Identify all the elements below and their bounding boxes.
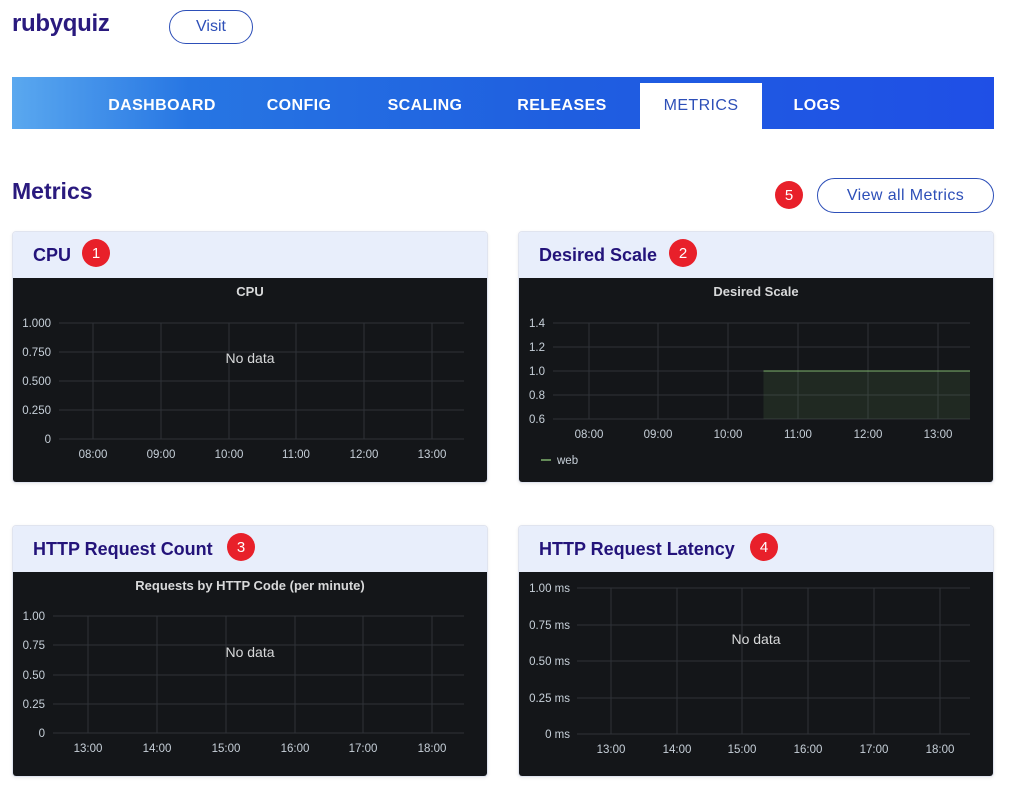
x-tick-label: 10:00: [215, 449, 244, 461]
y-tick-label: 0: [39, 728, 45, 740]
y-tick-label: 0.500: [22, 376, 51, 388]
y-tick-label: 0.8: [529, 390, 545, 402]
y-tick-label: 1.0: [529, 366, 545, 378]
cpu-gridlines: [59, 322, 464, 440]
chart-title: Requests by HTTP Code (per minute): [135, 578, 364, 593]
tab-logs[interactable]: LOGS: [793, 97, 841, 114]
y-tick-label: 1.000: [22, 318, 51, 330]
cpu-card: CPU CPU 1.000 0.750 0.500 0.250 0: [12, 231, 488, 483]
request-count-chart: Requests by HTTP Code (per minute) 1.00 …: [23, 578, 464, 755]
y-tick-label: 0.50: [23, 670, 45, 682]
card-title: HTTP Request Count: [33, 539, 213, 559]
series-area-web: [763, 371, 970, 419]
y-tick-label: 0.50 ms: [529, 656, 570, 668]
legend-label-web[interactable]: web: [556, 455, 578, 467]
y-tick-label: 0.250: [22, 405, 51, 417]
tab-metrics[interactable]: METRICS: [640, 83, 762, 129]
x-tick-label: 14:00: [143, 743, 172, 755]
card-title: CPU: [33, 245, 72, 265]
page-title: Metrics: [12, 178, 93, 204]
tab-scaling[interactable]: SCALING: [387, 97, 463, 114]
latency-chart-panel: 1.00 ms 0.75 ms 0.50 ms 0.25 ms 0 ms 13:…: [519, 572, 993, 776]
http-request-latency-card: HTTP Request Latency 1.00 ms 0.75 ms 0.5…: [518, 525, 994, 777]
x-tick-label: 09:00: [644, 429, 673, 441]
x-tick-label: 13:00: [418, 449, 447, 461]
chart-title: Desired Scale: [713, 284, 798, 299]
x-tick-label: 14:00: [663, 744, 692, 756]
y-tick-label: 0.75 ms: [529, 620, 570, 632]
badge-desired-scale: 2: [669, 239, 697, 267]
y-tick-label: 0.6: [529, 414, 545, 426]
visit-button[interactable]: Visit: [169, 10, 253, 44]
x-tick-label: 15:00: [728, 744, 757, 756]
latency-chart: 1.00 ms 0.75 ms 0.50 ms 0.25 ms 0 ms 13:…: [529, 583, 970, 756]
x-tick-label: 16:00: [281, 743, 310, 755]
x-tick-label: 10:00: [714, 429, 743, 441]
app-nav: DASHBOARD CONFIG SCALING RELEASES METRIC…: [12, 77, 994, 129]
y-tick-label: 0.750: [22, 347, 51, 359]
x-tick-label: 17:00: [349, 743, 378, 755]
x-tick-label: 16:00: [794, 744, 823, 756]
y-tick-label: 0.25: [23, 699, 45, 711]
tab-dashboard[interactable]: DASHBOARD: [108, 97, 216, 114]
x-tick-label: 12:00: [854, 429, 883, 441]
x-tick-label: 13:00: [597, 744, 626, 756]
x-tick-label: 17:00: [860, 744, 889, 756]
request-count-chart-panel: Requests by HTTP Code (per minute) 1.00 …: [13, 572, 487, 776]
x-tick-label: 15:00: [212, 743, 241, 755]
app-title: rubyquiz: [12, 10, 110, 37]
y-tick-label: 0.25 ms: [529, 693, 570, 705]
cpu-chart-panel: CPU 1.000 0.750 0.500 0.250 0 08:00 09:0…: [13, 278, 487, 482]
no-data-label: No data: [731, 631, 780, 647]
card-title: HTTP Request Latency: [539, 539, 735, 559]
y-tick-label: 0 ms: [545, 729, 570, 741]
latency-gridlines: [577, 587, 970, 735]
badge-cpu: 1: [82, 239, 110, 267]
card-header: Desired Scale: [519, 232, 993, 278]
x-tick-label: 13:00: [74, 743, 103, 755]
desired-scale-chart-panel: Desired Scale 1.4 1.2 1.0 0.8 0.6 08:00: [519, 278, 993, 482]
series-web: [763, 370, 970, 419]
desired-scale-card: Desired Scale Desired Scale 1.4 1.2 1.0: [518, 231, 994, 483]
x-tick-label: 13:00: [924, 429, 953, 441]
badge-request-count: 3: [227, 533, 255, 561]
y-tick-label: 1.00: [23, 611, 45, 623]
y-tick-label: 1.2: [529, 342, 545, 354]
card-title: Desired Scale: [539, 245, 658, 265]
x-tick-label: 12:00: [350, 449, 379, 461]
no-data-label: No data: [225, 350, 274, 366]
y-tick-label: 1.4: [529, 318, 546, 330]
y-tick-label: 0.75: [23, 640, 45, 652]
desired-scale-chart: Desired Scale 1.4 1.2 1.0 0.8 0.6 08:00: [529, 284, 970, 467]
http-request-count-card: HTTP Request Count Requests by HTTP Code…: [12, 525, 488, 777]
cpu-chart: CPU 1.000 0.750 0.500 0.250 0 08:00 09:0…: [22, 284, 464, 461]
tab-releases[interactable]: RELEASES: [517, 97, 607, 114]
x-tick-label: 09:00: [147, 449, 176, 461]
x-tick-label: 08:00: [79, 449, 108, 461]
x-tick-label: 08:00: [575, 429, 604, 441]
chart-title: CPU: [236, 284, 263, 299]
badge-view-all: 5: [775, 181, 803, 209]
y-tick-label: 0: [45, 434, 51, 446]
x-tick-label: 11:00: [784, 429, 812, 441]
badge-request-latency: 4: [750, 533, 778, 561]
view-all-metrics-button[interactable]: View all Metrics: [817, 178, 994, 213]
y-tick-label: 1.00 ms: [529, 583, 570, 595]
tab-config[interactable]: CONFIG: [266, 97, 332, 114]
x-tick-label: 18:00: [926, 744, 955, 756]
x-tick-label: 18:00: [418, 743, 447, 755]
request-count-gridlines: [53, 615, 464, 734]
no-data-label: No data: [225, 644, 274, 660]
x-tick-label: 11:00: [282, 449, 310, 461]
